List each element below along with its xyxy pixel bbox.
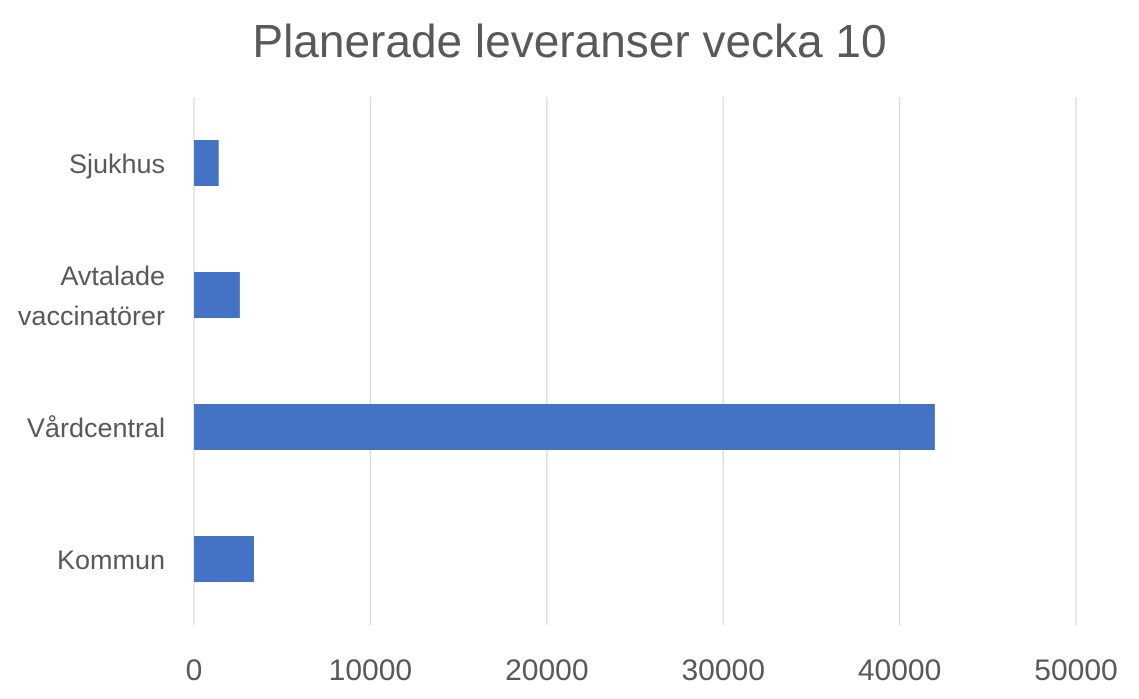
x-axis-ticks: 0 10000 20000 30000 40000 50000 bbox=[186, 654, 1118, 687]
category-label: Avtalade vaccinatörer bbox=[18, 261, 165, 331]
x-tick-label: 50000 bbox=[1034, 654, 1117, 687]
category-label: Kommun bbox=[57, 545, 165, 575]
bar-0 bbox=[194, 140, 219, 186]
x-tick-label: 10000 bbox=[329, 654, 412, 687]
x-tick-label: 30000 bbox=[681, 654, 764, 687]
gridlines bbox=[193, 97, 1077, 625]
y-axis-categories: Sjukhus Avtalade vaccinatörer Vårdcentral Ko… bbox=[18, 149, 165, 575]
x-tick-label: 20000 bbox=[505, 654, 588, 687]
bar-3 bbox=[194, 536, 254, 582]
bar-2 bbox=[194, 404, 935, 450]
category-label: Sjukhus bbox=[69, 149, 165, 179]
bar-1 bbox=[194, 272, 240, 318]
x-tick-label: 0 bbox=[186, 654, 203, 687]
category-label: Vårdcentral bbox=[27, 413, 165, 443]
chart-title: Planerade leveranser vecka 10 bbox=[252, 15, 887, 67]
bars bbox=[194, 140, 935, 582]
x-tick-label: 40000 bbox=[858, 654, 941, 687]
